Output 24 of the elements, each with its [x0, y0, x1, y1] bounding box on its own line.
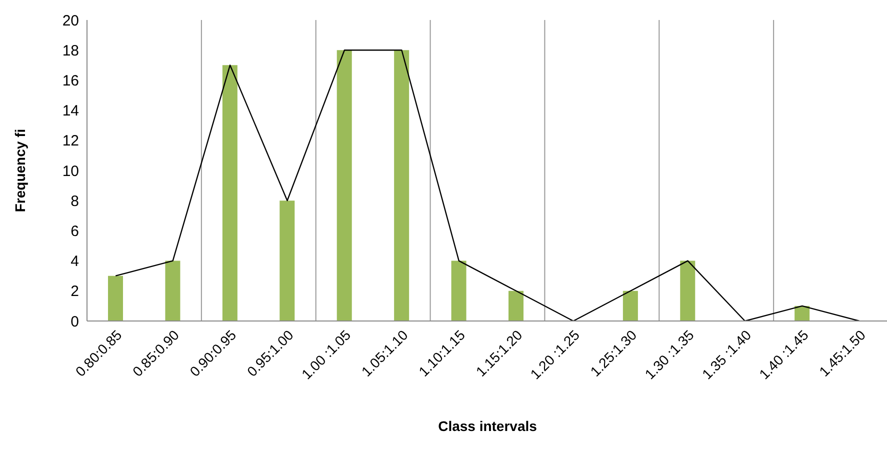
- y-tick-label: 4: [70, 253, 79, 270]
- y-tick-label: 8: [70, 192, 79, 210]
- bar: [165, 260, 180, 321]
- bar: [451, 260, 466, 321]
- y-tick-label: 18: [62, 42, 79, 60]
- y-axis-title: Frequency fi: [12, 128, 28, 212]
- bar: [336, 50, 352, 321]
- bar: [622, 290, 638, 321]
- y-tick-label: 20: [62, 12, 79, 30]
- y-tick-label: 10: [62, 162, 79, 180]
- bar: [394, 50, 410, 321]
- y-tick-label: 12: [62, 132, 79, 150]
- bar: [280, 200, 295, 321]
- y-tick-label: 14: [62, 102, 79, 120]
- bar: [222, 65, 238, 321]
- bar: [108, 276, 123, 321]
- y-tick-label: 6: [70, 223, 79, 240]
- y-tick-label: 16: [62, 72, 79, 90]
- bar: [680, 260, 696, 321]
- x-axis-title: Class intervals: [438, 418, 538, 434]
- y-tick-label: 0: [70, 313, 79, 330]
- bar: [508, 290, 524, 321]
- y-tick-label: 2: [70, 283, 79, 300]
- line-series: [115, 50, 860, 321]
